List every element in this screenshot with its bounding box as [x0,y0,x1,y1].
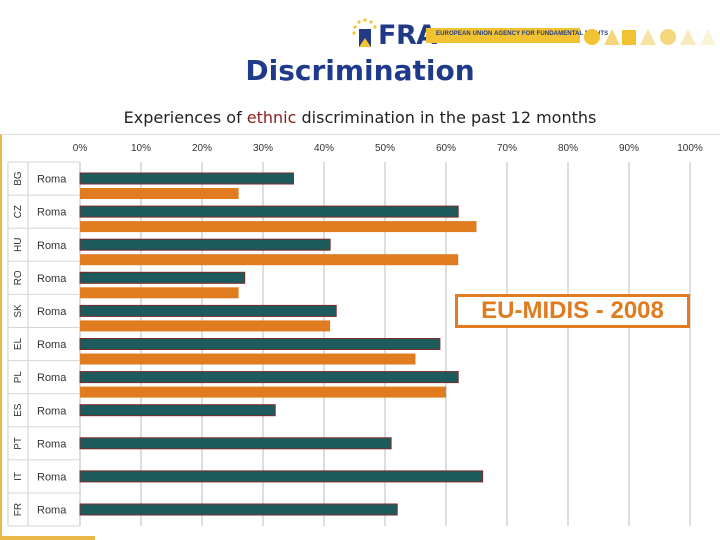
bar-teal [79,238,331,251]
bar-teal [79,503,398,516]
logo-tagline: EUROPEAN UNION AGENCY FOR FUNDAMENTAL RI… [436,31,609,37]
group-label: Roma [37,471,67,483]
group-label: Roma [37,174,67,186]
x-tick-label: 70% [497,143,517,154]
country-label: RO [13,270,24,285]
chart-subtitle: Experiences of ethnic discrimination in … [123,108,597,127]
group-label: Roma [37,405,67,417]
bar-teal [79,172,294,185]
country-label: BG [13,171,24,186]
x-tick-label: 100% [677,143,703,154]
bar-orange [80,320,331,332]
bar-teal [79,304,337,317]
logo-emblem-icon [352,18,377,47]
bar-teal [79,437,392,450]
group-label: Roma [37,240,67,252]
bar-teal [79,205,459,218]
group-label: Roma [37,505,67,517]
country-label: EL [13,337,24,350]
country-label: IT [13,472,24,481]
x-tick-label: 60% [436,143,456,154]
bar-teal [79,404,276,417]
bar-orange [80,353,416,365]
bar-orange [80,254,459,266]
x-tick-label: 0% [73,143,88,154]
x-tick-label: 30% [253,143,273,154]
frame-accent [0,536,95,540]
x-tick-label: 40% [314,143,334,154]
country-label: FR [13,503,24,516]
survey-stamp: EU-MIDIS - 2008 [455,294,690,328]
subtitle-highlight: ethnic [246,108,297,127]
group-label: Roma [37,438,67,450]
country-label: SK [13,304,24,318]
bar-orange [80,287,239,299]
x-tick-label: 50% [375,143,395,154]
bar-orange [80,221,477,233]
country-label: HU [13,238,24,252]
chart-frame [0,134,720,540]
x-tick-label: 90% [619,143,639,154]
bar-chart: 0% 10% 20% 30% 40% 50% 60% 70% 80% 90% 100% BG Roma C… [7,143,703,527]
group-label: Roma [37,339,67,351]
logo-pattern-icon [584,29,716,45]
bar-teal [79,371,459,384]
bar-teal [79,338,441,350]
page-title: Discrimination [245,54,475,87]
x-tick-label: 20% [192,143,212,154]
group-label: Roma [37,207,67,219]
country-label: CZ [13,205,24,218]
bar-orange [80,386,446,398]
x-tick-label: 80% [558,143,578,154]
country-label: ES [13,403,24,417]
bar-teal [79,271,246,284]
x-tick-label: 10% [131,143,151,154]
group-label: Roma [37,372,67,384]
group-label: Roma [37,273,67,285]
country-label: PT [13,437,24,450]
logo-band [426,28,580,43]
country-label: PL [13,371,24,384]
bar-teal [79,470,484,483]
group-label: Roma [37,306,67,318]
fra-logo: FRA EUROPEAN UNION AGENCY FOR FUNDAMENTA… [350,16,720,52]
bar-orange [80,188,239,199]
